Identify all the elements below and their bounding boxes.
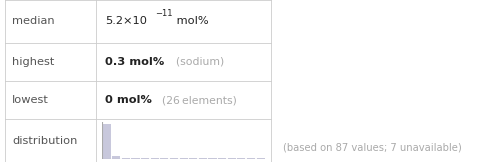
Bar: [247, 158, 255, 159]
Text: (based on 87 values; 7 unavailable): (based on 87 values; 7 unavailable): [283, 142, 462, 152]
Text: −11: −11: [155, 9, 172, 18]
Bar: [151, 158, 159, 159]
Bar: [208, 158, 216, 159]
Text: distribution: distribution: [12, 136, 77, 145]
Bar: [199, 158, 207, 159]
Text: 0 mol%: 0 mol%: [105, 95, 152, 105]
Text: mol%: mol%: [173, 17, 209, 26]
Bar: [160, 158, 168, 159]
Bar: [237, 158, 245, 159]
Bar: [122, 158, 130, 159]
Text: 0.3 mol%: 0.3 mol%: [105, 57, 164, 67]
Text: (26 elements): (26 elements): [155, 95, 237, 105]
Bar: [189, 158, 197, 159]
Bar: [141, 158, 149, 159]
Text: median: median: [12, 17, 55, 26]
Bar: [218, 158, 226, 159]
Bar: [170, 158, 178, 159]
Bar: [103, 124, 111, 159]
Bar: [112, 156, 120, 159]
Bar: [132, 158, 140, 159]
Text: highest: highest: [12, 57, 54, 67]
Text: lowest: lowest: [12, 95, 49, 105]
Text: 5.2×10: 5.2×10: [105, 17, 147, 26]
Bar: [256, 158, 264, 159]
Text: (sodium): (sodium): [169, 57, 225, 67]
Bar: [180, 158, 188, 159]
Bar: [228, 158, 236, 159]
